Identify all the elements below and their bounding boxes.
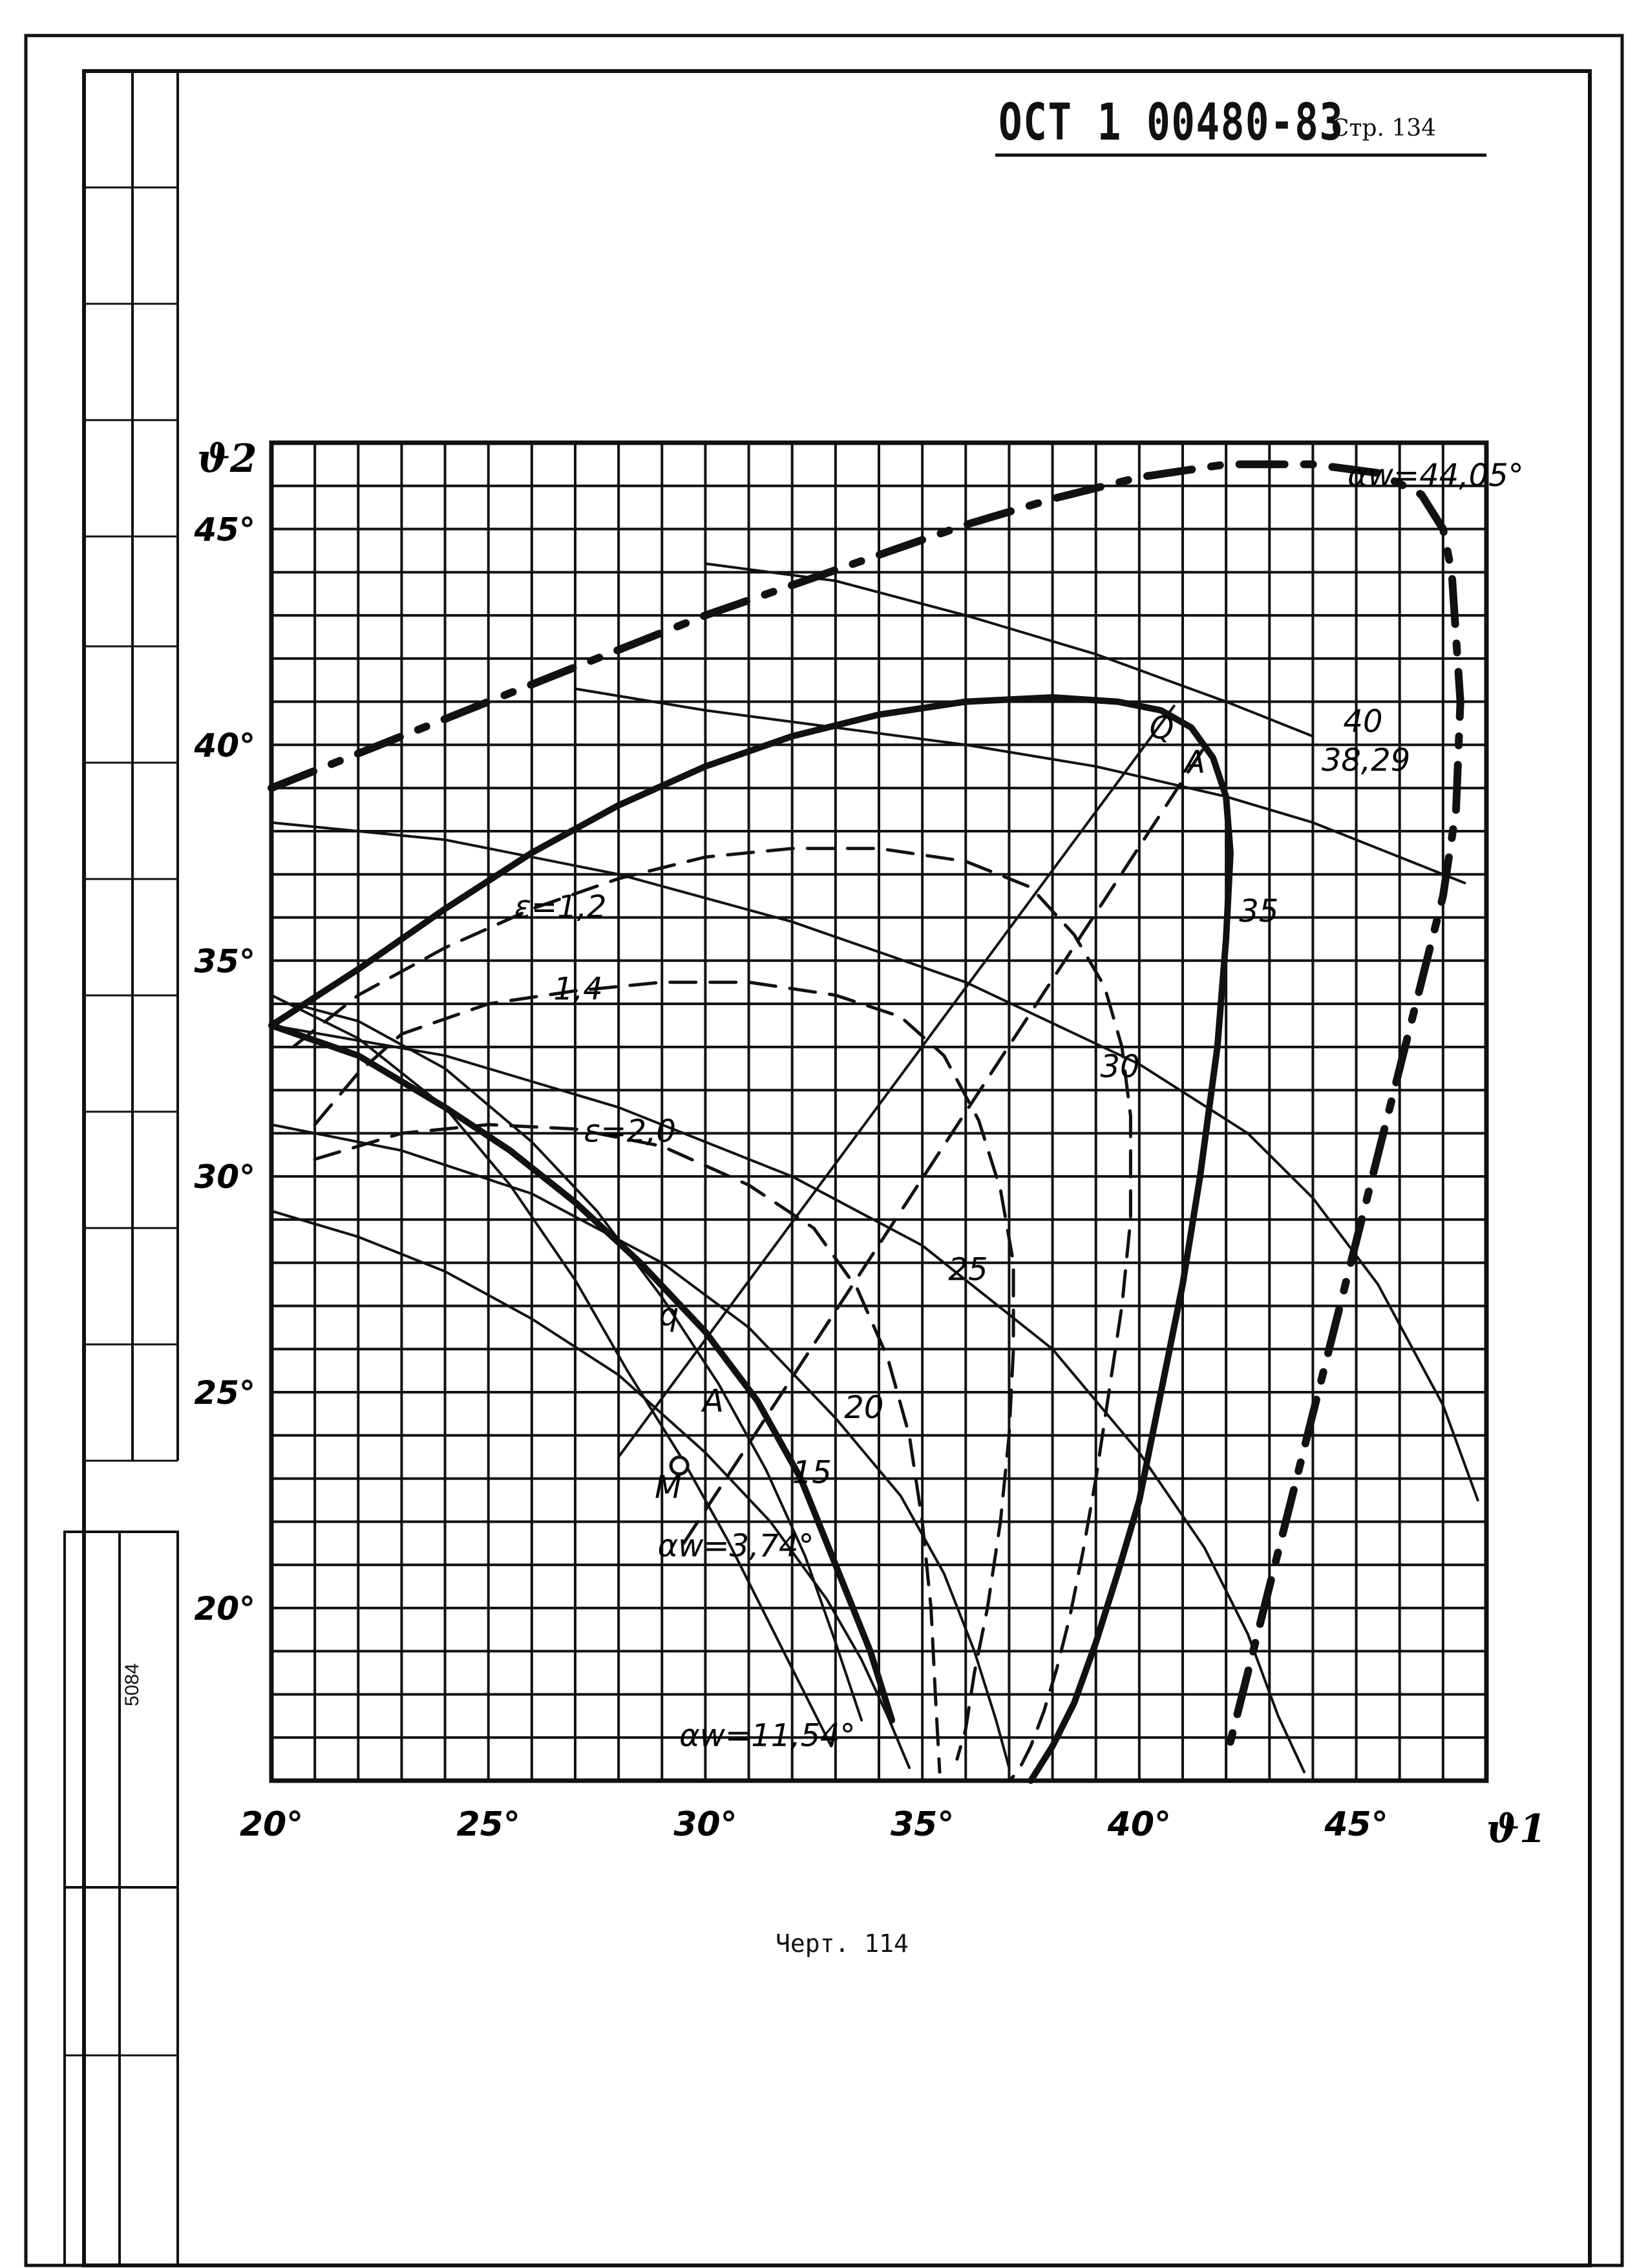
curve-label: 35 (1239, 893, 1278, 929)
point-label: A (701, 1383, 724, 1419)
point-label: M (655, 1470, 681, 1506)
curve-label: ε=1,2 (514, 889, 607, 926)
curve-label: 25 (948, 1251, 988, 1288)
y-axis-label: ϑ2 (197, 436, 257, 482)
x-tick-label: 25° (457, 1805, 520, 1844)
series-line (270, 993, 833, 1748)
y-tick-label: 25° (194, 1374, 255, 1412)
series-line (313, 980, 1015, 1761)
x-tick-label: 40° (1107, 1805, 1171, 1844)
series-line (270, 1209, 911, 1769)
curve-label: 20 (844, 1390, 883, 1426)
curve-label: αw=44,05° (1347, 458, 1524, 494)
curve-label: αw=11,54° (679, 1718, 856, 1754)
point-marker (669, 1456, 690, 1476)
y-tick-label: 45° (193, 511, 255, 549)
series-line (313, 1123, 942, 1774)
curve-label: 40 (1343, 703, 1382, 739)
page-number: Стр. 134 (1331, 115, 1437, 142)
curve-label: 30 (1100, 1049, 1139, 1085)
series-line (617, 705, 1176, 1459)
point-label: Q (1150, 710, 1174, 746)
series-line (268, 1022, 896, 1724)
figure-caption: Черт. 114 (776, 1929, 909, 1958)
curve-label: ε=2,0 (584, 1114, 676, 1150)
curve-label: 38,29 (1322, 742, 1410, 778)
series-line (268, 460, 1464, 1763)
curve-label: 1,4 (553, 971, 602, 1007)
series-line (574, 687, 1466, 885)
y-tick-label: 40° (193, 726, 255, 764)
series-line (682, 739, 1210, 1545)
series-line (270, 1024, 1305, 1774)
y-tick-label: 35° (194, 942, 255, 980)
point-label: q (659, 1297, 679, 1333)
curve-label: 15 (792, 1454, 832, 1490)
y-tick-label: 30° (194, 1158, 255, 1196)
series-line (291, 1002, 863, 1722)
series-line (704, 562, 1315, 738)
plot-frame (269, 440, 1489, 1783)
series-line (270, 821, 1479, 1501)
document-code: ОСТ 1 00480-83 (998, 94, 1344, 152)
x-tick-label: 45° (1324, 1805, 1388, 1844)
x-tick-label: 20° (240, 1805, 303, 1844)
x-axis-label: ϑ1 (1486, 1807, 1547, 1852)
x-tick-label: 30° (673, 1805, 737, 1844)
series-line (270, 1123, 1011, 1769)
series-line (268, 694, 1234, 1784)
point-label: A (1182, 745, 1205, 781)
series-line (291, 847, 1132, 1783)
y-tick-label: 20° (194, 1590, 255, 1627)
x-tick-label: 35° (891, 1805, 954, 1844)
curve-label: αw=3,74° (658, 1528, 814, 1564)
